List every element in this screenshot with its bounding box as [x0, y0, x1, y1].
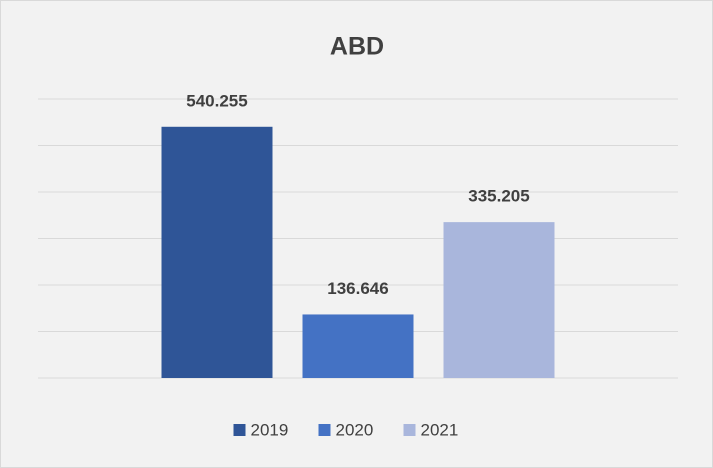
bar	[302, 314, 414, 378]
data-label: 136.646	[327, 279, 388, 298]
legend-swatch	[233, 424, 246, 436]
legend-label: 2021	[421, 420, 459, 439]
chart-title: ABD	[330, 33, 384, 61]
bar	[443, 222, 555, 378]
data-label: 335.205	[468, 187, 529, 206]
legend-label: 2019	[251, 420, 289, 439]
bar	[161, 126, 273, 378]
data-label: 540.255	[186, 91, 247, 110]
legend-swatch	[403, 424, 416, 436]
legend-label: 2020	[336, 420, 374, 439]
legend-swatch	[318, 424, 331, 436]
